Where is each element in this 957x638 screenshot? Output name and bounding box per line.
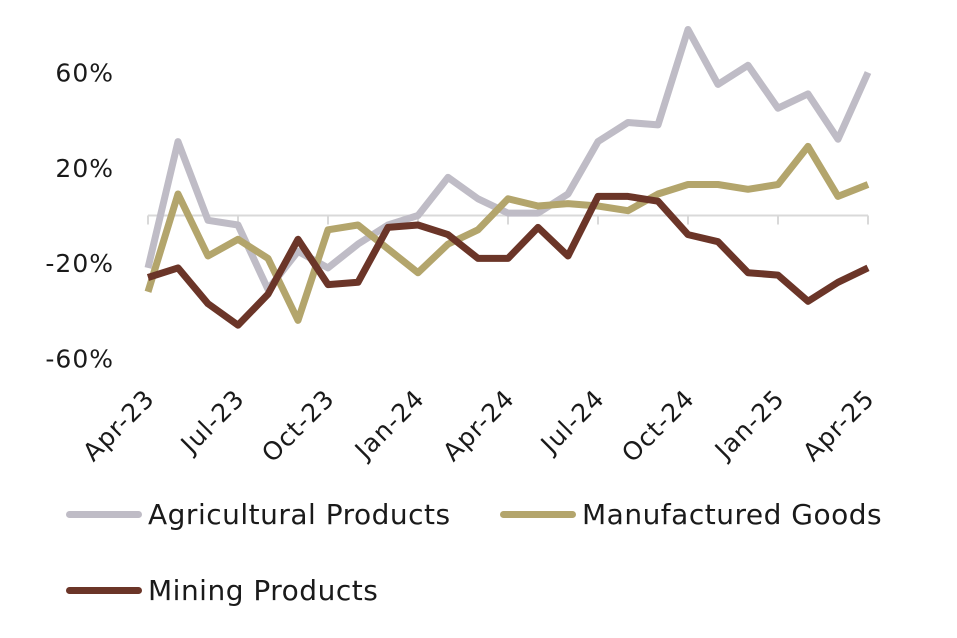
series-lines: [144, 26, 872, 329]
y-tick-label: 20%: [55, 154, 114, 183]
legend-item-agricultural: Agricultural Products: [66, 498, 451, 531]
line-chart: 60%20%-20%-60% Apr-23 Jul-23 Oct-23 Jan-24 A…: [45, 26, 880, 468]
legend-swatch-mining: [66, 587, 142, 594]
y-tick-label: -20%: [45, 249, 114, 278]
legend-label-manufactured: Manufactured Goods: [582, 498, 883, 531]
x-tick-label: Oct-24: [616, 384, 700, 468]
legend-swatch-agricultural: [66, 511, 142, 518]
legend-label-agricultural: Agricultural Products: [148, 498, 451, 531]
x-tick-label: Oct-23: [256, 384, 340, 468]
x-axis: Apr-23 Jul-23 Oct-23 Jan-24 Apr-24 Jul-24 Oct-…: [77, 384, 880, 468]
y-tick-label: -60%: [45, 345, 114, 374]
x-tick-label: Jul-23: [174, 384, 250, 460]
legend-swatch-manufactured: [500, 511, 576, 518]
series-line-mining-products: [146, 192, 870, 329]
x-axis-ticks: [147, 215, 869, 225]
x-tick-label: Jan-25: [708, 384, 790, 466]
legend-item-manufactured: Manufactured Goods: [500, 498, 882, 531]
x-tick-label: Jan-24: [348, 384, 430, 466]
x-tick-label: Apr-25: [797, 384, 880, 467]
y-tick-label: 60%: [55, 58, 114, 87]
x-tick-label: Jul-24: [534, 384, 610, 460]
legend-item-mining: Mining Products: [66, 574, 378, 607]
legend-label-mining: Mining Products: [148, 574, 379, 607]
x-tick-label: Apr-24: [437, 384, 520, 467]
x-tick-label: Apr-23: [77, 384, 160, 467]
y-axis: 60% 20% -20% -60%: [45, 58, 114, 374]
series-line-manufactured-goods: [144, 142, 870, 324]
